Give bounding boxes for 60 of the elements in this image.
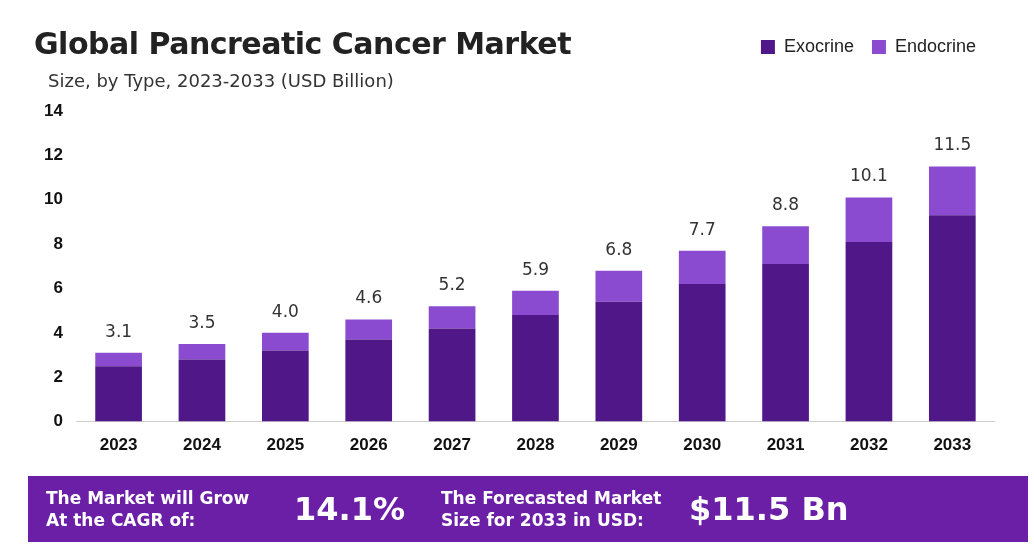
total-label: 10.1 — [850, 165, 888, 186]
total-label: 4.0 — [271, 300, 299, 321]
bar — [678, 250, 726, 285]
chart-subtitle: Size, by Type, 2023-2033 (USD Billion) — [48, 70, 394, 91]
total-label: 5.9 — [521, 258, 549, 279]
x-tick-label: 2029 — [599, 435, 638, 455]
x-tick-label: 2031 — [766, 435, 805, 455]
y-tick-label: 14 — [43, 100, 64, 120]
total-label: 6.8 — [605, 238, 633, 259]
x-tick-label: 2033 — [933, 435, 972, 455]
x-tick-label: 2030 — [683, 435, 722, 455]
total-label: 5.2 — [438, 274, 466, 295]
bar — [678, 284, 726, 422]
bar — [845, 197, 893, 242]
total-label: 3.5 — [188, 311, 216, 332]
legend-label: Endocrine — [894, 35, 977, 56]
text: The Market will Grow At the CAGR of: — [46, 487, 251, 531]
text: 14.1% — [294, 490, 406, 528]
y-tick-label: 12 — [43, 145, 63, 165]
total-label: 11.5 — [933, 134, 972, 155]
chart-title: Global Pancreatic Cancer Market — [34, 26, 571, 61]
x-tick-label: 2032 — [850, 435, 888, 455]
bar — [595, 270, 643, 302]
bar — [762, 264, 809, 422]
y-tick-label: 6 — [53, 278, 63, 298]
bar — [345, 339, 393, 422]
bar — [95, 352, 142, 367]
total-label: 4.6 — [355, 287, 383, 308]
x-tick-label: 2028 — [516, 435, 555, 455]
bar — [762, 226, 809, 265]
y-tick-label: 4 — [53, 322, 64, 342]
y-tick-label: 10 — [43, 189, 63, 209]
bar — [178, 343, 226, 360]
bar — [595, 301, 643, 422]
text: The Forecasted Market Size for 2033 in USD: — [441, 487, 663, 531]
bar — [262, 332, 309, 351]
text: $11.5 Bn — [689, 490, 849, 528]
x-tick-label: 2023 — [99, 435, 138, 455]
y-tick-label: 8 — [53, 233, 63, 253]
x-tick-label: 2026 — [349, 435, 388, 455]
bar — [345, 319, 393, 340]
bar — [95, 366, 142, 422]
bar — [512, 290, 559, 316]
x-tick-label: 2027 — [433, 435, 471, 455]
bar — [178, 359, 226, 422]
total-label: 3.1 — [105, 320, 133, 341]
y-tick-label: 2 — [53, 366, 63, 386]
bar — [428, 328, 476, 422]
bar — [928, 215, 976, 422]
total-label: 7.7 — [688, 218, 716, 239]
bar — [428, 306, 476, 329]
bar — [512, 315, 559, 422]
x-tick-label: 2024 — [183, 435, 222, 455]
bar — [845, 241, 893, 422]
legend-label: Exocrine — [783, 35, 854, 56]
bar — [928, 166, 976, 216]
total-label: 8.8 — [772, 194, 800, 215]
y-tick-label: 0 — [53, 411, 63, 431]
x-tick-label: 2025 — [266, 435, 305, 455]
bar — [262, 350, 309, 422]
